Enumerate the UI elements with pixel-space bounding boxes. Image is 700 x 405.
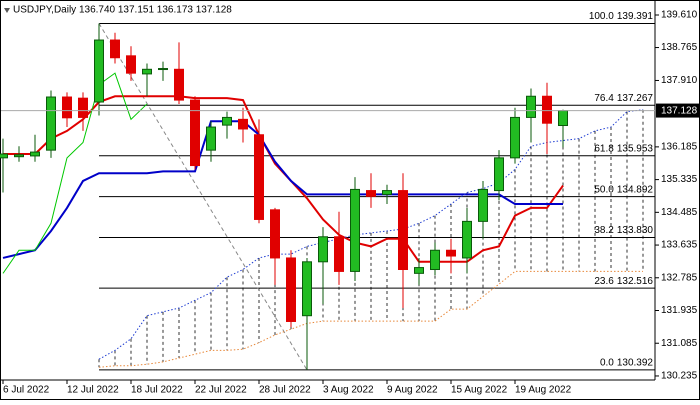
y-tick-label: 131.935: [661, 305, 698, 316]
indicator-line: [2, 120, 563, 259]
candle-body: [510, 116, 520, 159]
x-tick-label: 18 Jul 2022: [131, 385, 183, 396]
y-tick-label: 133.635: [661, 240, 698, 251]
candle-body: [430, 249, 440, 271]
candle-body: [62, 96, 72, 119]
candle-body: [318, 236, 328, 263]
candle-body: [206, 126, 216, 151]
x-tick-label: 6 Jul 2022: [3, 385, 50, 396]
candle-body: [94, 39, 104, 103]
candle-body: [382, 190, 392, 195]
fib-level-value: 139.391: [617, 11, 654, 22]
fib-level-name: 50.0: [594, 184, 614, 195]
candle-body: [142, 68, 152, 75]
candle-body: [542, 95, 552, 124]
y-tick-label: 130.235: [661, 371, 698, 382]
x-tick-label: 28 Jul 2022: [259, 385, 311, 396]
x-tick-label: 9 Aug 2022: [387, 385, 438, 396]
fib-level-value: 137.267: [617, 93, 654, 104]
candle-body: [190, 99, 200, 167]
fib-level-name: 76.4: [594, 93, 614, 104]
candle-body: [302, 261, 312, 317]
candle-body: [222, 116, 232, 126]
y-tick-label: 139.610: [661, 10, 698, 21]
candle-body: [110, 39, 120, 59]
fib-level-value: 134.892: [617, 184, 654, 195]
x-tick-label: 12 Jul 2022: [67, 385, 119, 396]
candle-body: [78, 97, 88, 118]
x-tick-label: 22 Jul 2022: [195, 385, 247, 396]
fib-level-name: 61.8: [594, 143, 614, 154]
candle-body: [30, 151, 40, 157]
fib-trend: [98, 23, 308, 371]
candle-body: [238, 118, 248, 130]
price-tag-label: 137.128: [661, 106, 698, 117]
candle-body: [126, 55, 136, 74]
candle-body: [286, 257, 296, 322]
candle-body: [14, 154, 24, 158]
y-tick-label: 137.910: [661, 75, 698, 86]
candle-body: [334, 236, 344, 272]
fib-level-name: 23.6: [594, 276, 614, 287]
candle-body: [558, 110, 568, 127]
candle-body: [0, 153, 8, 159]
chart-title: USDJPY,Daily 136.740 137.151 136.173 137…: [13, 5, 232, 16]
fib-level-value: 132.516: [617, 276, 654, 287]
candle-body: [46, 96, 56, 151]
x-tick-label: 15 Aug 2022: [451, 385, 508, 396]
y-tick-label: 138.765: [661, 42, 698, 53]
price-tag: [656, 103, 699, 118]
y-tick-label: 136.185: [661, 142, 698, 153]
fib-level-name: 100.0: [589, 11, 614, 22]
candle-body: [254, 134, 264, 220]
fib-level-value: 133.830: [617, 225, 654, 236]
candle-body: [446, 249, 456, 257]
y-tick-label: 132.785: [661, 272, 698, 283]
candle-body: [526, 95, 536, 118]
candle-body: [478, 188, 488, 222]
candle-body: [366, 190, 376, 197]
y-tick-label: 131.085: [661, 338, 698, 349]
fib-level-name: 38.2: [594, 225, 614, 236]
x-tick-label: 3 Aug 2022: [323, 385, 374, 396]
y-tick-label: 134.485: [661, 207, 698, 218]
candle-body: [270, 209, 280, 259]
candle-body: [414, 267, 424, 274]
fib-level-value: 130.392: [617, 358, 654, 369]
candle-body: [158, 68, 168, 71]
y-tick-label: 135.335: [661, 174, 698, 185]
menu-icon: [4, 8, 10, 13]
candle-body: [350, 188, 360, 272]
indicator-line: [98, 270, 643, 368]
candle-body: [494, 157, 504, 192]
x-tick-label: 19 Aug 2022: [515, 385, 572, 396]
fib-level-name: 0.0: [600, 358, 614, 369]
fib-level-value: 135.953: [617, 143, 654, 154]
candle-body: [462, 220, 472, 259]
indicator-line: [2, 72, 148, 274]
candle-body: [398, 190, 408, 271]
candle-body: [174, 68, 184, 101]
